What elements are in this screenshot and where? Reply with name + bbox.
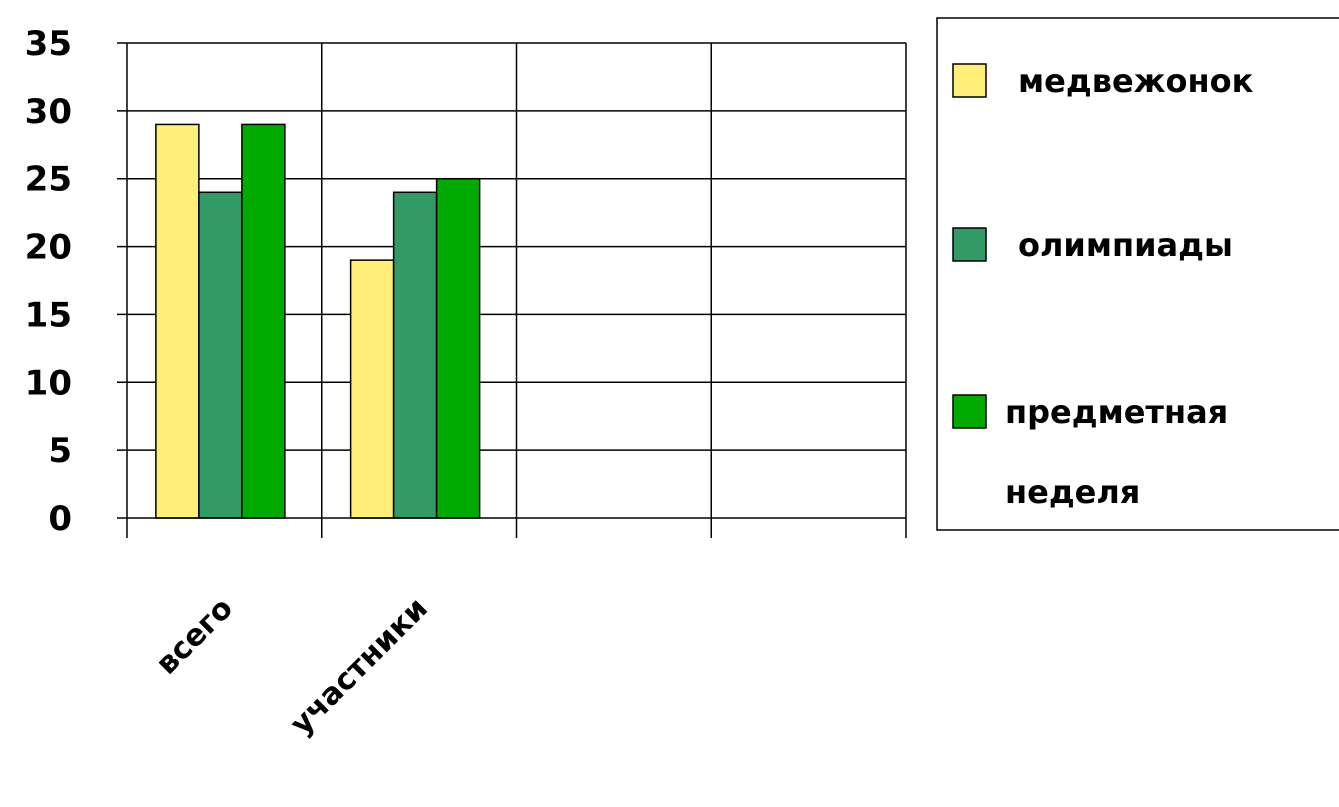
y-tick-label: 10 xyxy=(25,363,72,403)
y-tick-label: 30 xyxy=(25,92,72,132)
legend-swatch-3 xyxy=(952,394,987,429)
legend-label-3: предметная xyxy=(1005,393,1228,431)
legend-swatch-2 xyxy=(952,227,987,262)
bar-2-1 xyxy=(349,259,395,519)
y-tick-label: 0 xyxy=(48,499,72,539)
y-tick-label: 35 xyxy=(25,24,72,64)
y-tick-label: 25 xyxy=(25,160,72,200)
x-tick-label: всего xyxy=(149,591,240,682)
legend: медвежонок олимпиады предметная неделя xyxy=(936,17,1339,531)
bar-1-1 xyxy=(155,123,200,519)
bar-1-3 xyxy=(241,123,286,519)
legend-label-1: медвежонок xyxy=(1018,62,1254,100)
y-tick-label: 20 xyxy=(25,228,72,268)
x-tick-label: участники xyxy=(284,591,435,742)
legend-label-3: неделя xyxy=(1005,473,1140,511)
legend-box xyxy=(936,17,1339,531)
y-tick-label: 15 xyxy=(25,295,72,335)
legend-label-2: олимпиады xyxy=(1018,226,1233,264)
bar-2-2 xyxy=(392,191,438,519)
bar-2-3 xyxy=(435,177,481,519)
bar-1-2 xyxy=(198,191,243,519)
bars xyxy=(155,123,481,519)
y-tick-label: 5 xyxy=(48,431,72,471)
legend-swatch-1 xyxy=(952,63,987,98)
